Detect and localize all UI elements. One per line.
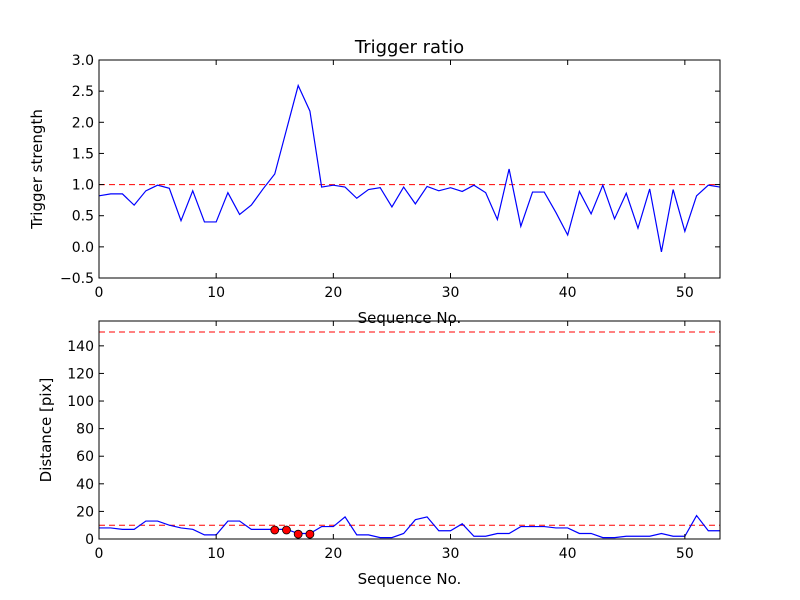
bottom-y-tick-label: 40 (76, 477, 94, 493)
top-ticks: 0 10 20 30 40 50 −0.5 0.0 0.5 1.0 1.5 2.0 2.5 3.0 (60, 53, 720, 301)
bottom-y-axis-label: Distance [pix] (37, 378, 55, 483)
bottom-marker-point (270, 525, 280, 535)
top-series (98, 83, 721, 252)
bottom-ticks: 0 10 20 30 40 50 0 20 40 60 80 100 120 140 (67, 321, 720, 562)
bottom-axes-frame (98, 320, 721, 540)
top-x-tick-label: 10 (207, 285, 225, 301)
trigger-ratio-panel: Trigger ratio 0 10 20 30 40 50 −0.5 0.0 0.5 1.0 1.… (28, 37, 721, 327)
top-y-tick-label: 3.0 (72, 53, 94, 69)
top-axes-frame (98, 59, 721, 279)
bottom-y-tick-label: 140 (67, 339, 94, 355)
top-x-tick-label: 40 (559, 285, 577, 301)
bottom-x-tick-label: 50 (676, 546, 694, 562)
bottom-ref-lines (99, 331, 720, 526)
top-y-tick-label: 2.5 (72, 84, 94, 100)
bottom-y-tick-label: 80 (76, 422, 94, 438)
bottom-marker-point (282, 525, 291, 535)
top-y-tick-label: 2.0 (72, 115, 94, 131)
bottom-x-tick-label: 20 (324, 546, 342, 562)
bottom-y-tick-label: 60 (76, 449, 94, 465)
top-y-axis-label: Trigger strength (28, 109, 46, 230)
top-y-tick-label: 1.5 (72, 146, 94, 162)
bottom-series (99, 514, 720, 539)
bottom-marker-point (293, 529, 303, 539)
top-x-tick-label: 20 (324, 285, 342, 301)
top-x-axis-label: Sequence No. (358, 309, 462, 327)
top-x-tick-label: 0 (95, 285, 104, 301)
bottom-series-line-0 (99, 514, 720, 539)
top-chart-title: Trigger ratio (354, 37, 464, 58)
bottom-y-tick-label: 120 (67, 366, 94, 382)
top-y-tick-label: 0.5 (72, 209, 94, 225)
top-series-line-0 (98, 83, 721, 252)
top-x-tick-label: 30 (442, 285, 460, 301)
bottom-x-tick-label: 0 (95, 546, 104, 562)
bottom-y-tick-label: 0 (85, 532, 94, 548)
top-y-tick-label: 0.0 (72, 240, 94, 256)
bottom-x-tick-label: 30 (442, 546, 460, 562)
bottom-x-axis-label: Sequence No. (358, 570, 462, 588)
bottom-y-tick-label: 100 (67, 394, 94, 410)
bottom-marker-point (305, 529, 315, 539)
bottom-x-tick-label: 10 (207, 546, 225, 562)
bottom-y-tick-label: 20 (76, 504, 94, 520)
bottom-x-tick-label: 40 (559, 546, 577, 562)
top-y-tick-label: 1.0 (72, 178, 94, 194)
top-y-tick-label: −0.5 (60, 271, 94, 287)
top-x-tick-label: 50 (676, 285, 694, 301)
distance-panel: 0 10 20 30 40 50 0 20 40 60 80 100 120 140 Sequence N… (37, 320, 721, 588)
